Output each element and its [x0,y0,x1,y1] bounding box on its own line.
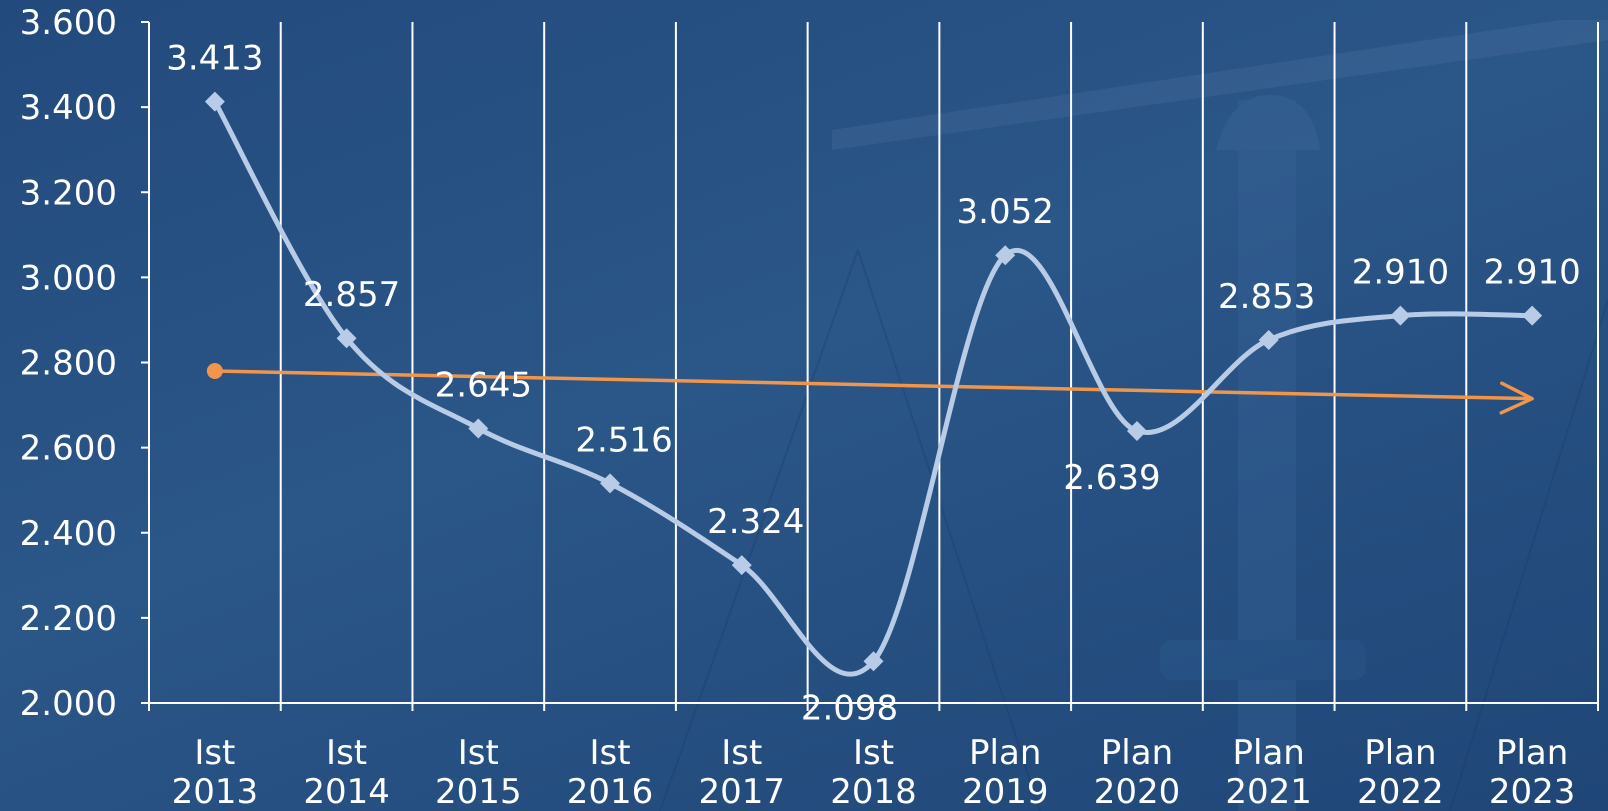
x-tick-label-line: Plan [1233,733,1305,773]
data-label: 3.052 [957,192,1054,232]
data-label: 2.098 [801,688,898,728]
x-tick-label-line: 2020 [1094,772,1181,811]
x-tick-label-line: 2019 [962,772,1049,811]
x-tick-label: Plan 2021 [1225,733,1312,811]
trend-arrowhead [1499,381,1534,415]
x-tick-label: Ist 2015 [435,733,522,811]
trend-line-path [214,369,1533,401]
x-tick-label: Ist 2013 [172,733,259,811]
x-tick-label-line: Ist [853,733,894,773]
x-tick-label: Plan 2023 [1489,733,1576,811]
data-point-marker [600,473,621,494]
x-tick-label-line: Ist [721,733,762,773]
x-tick-label: Plan 2019 [962,733,1049,811]
y-tick-label: 3.600 [20,3,117,43]
x-tick-label-line: Plan [1364,733,1436,773]
y-tick-label: 2.400 [20,514,117,554]
y-tick-label: 2.000 [20,684,117,724]
data-label: 2.324 [707,502,804,542]
x-tick-label-line: 2015 [435,772,522,811]
y-tick-label: 3.400 [20,88,117,128]
y-axis-tick-labels: 2.000 2.200 2.400 2.600 2.800 3.000 3.200 3.400… [20,3,117,724]
data-point-marker [731,555,752,576]
trend-line [206,363,1534,415]
x-tick-label-line: Plan [1496,733,1568,773]
trend-start-marker [206,363,223,380]
grid [279,22,1599,711]
x-tick-label-line: 2023 [1489,772,1576,811]
axes [141,21,1598,711]
data-label: 2.645 [435,365,532,405]
data-point-marker [1258,329,1279,350]
background-decoration [659,20,1608,811]
x-tick-label-line: 2014 [303,772,390,811]
y-tick-label: 2.600 [20,429,117,469]
data-label: 2.857 [303,275,400,315]
x-tick-label-line: 2022 [1357,772,1444,811]
x-tick-label-line: Ist [326,733,367,773]
data-point-marker [336,328,357,349]
y-tick-label: 2.200 [20,599,117,639]
x-tick-label: Plan 2022 [1357,733,1444,811]
x-tick-label-line: Ist [194,733,235,773]
x-tick-label: Plan 2020 [1094,733,1181,811]
data-label: 2.910 [1352,253,1449,293]
y-tick-label: 3.000 [20,258,117,298]
data-label: 2.516 [575,420,672,460]
markers [204,91,1543,672]
x-tick-label-line: Plan [969,733,1041,773]
x-tick-label-line: Ist [458,733,499,773]
data-label: 2.639 [1063,458,1160,498]
data-point-marker [468,418,489,439]
data-point-marker [1522,305,1543,326]
y-tick-label: 3.200 [20,173,117,213]
data-point-marker [1390,305,1411,326]
data-label: 3.413 [166,39,263,79]
x-tick-label-line: 2018 [830,772,917,811]
x-tick-label: Ist 2017 [699,733,786,811]
x-tick-label: Ist 2018 [830,733,917,811]
x-tick-label: Ist 2014 [303,733,390,811]
x-tick-label-line: 2017 [699,772,786,811]
data-labels: 3.413 2.857 2.645 2.516 2.324 2.098 3.052 2.639… [166,39,1581,729]
data-point-marker [1126,421,1147,442]
data-point-marker [995,245,1016,266]
data-label: 2.853 [1218,277,1315,317]
data-point-marker [863,651,884,672]
x-tick-label-line: Ist [590,733,631,773]
x-tick-label: Ist 2016 [567,733,654,811]
y-tick-label: 2.800 [20,344,117,384]
data-point-marker [204,91,225,112]
x-tick-label-line: 2021 [1225,772,1312,811]
x-tick-label-line: 2016 [567,772,654,811]
data-label: 2.910 [1483,253,1580,293]
x-tick-label-line: Plan [1101,733,1173,773]
x-tick-label-line: 2013 [172,772,259,811]
